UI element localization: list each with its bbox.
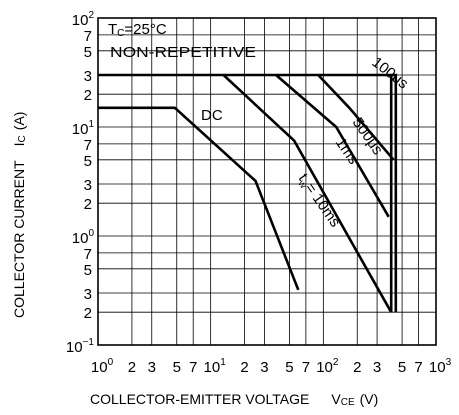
x-tick-label-5: 101 xyxy=(204,357,227,376)
y-tick-label-5: 100 xyxy=(72,228,95,247)
y-tick-label-12: 3 xyxy=(84,68,92,85)
curve-1 xyxy=(222,74,393,313)
y-tick-label-10: 101 xyxy=(72,119,95,138)
x-tick-labels: 100 2 3 5 7 101 2 3 5 7 102 2 3 5 7 103 xyxy=(91,357,452,376)
y-tick-label-8: 5 xyxy=(84,153,92,170)
y-tick-label-13: 5 xyxy=(84,44,92,61)
x-tick-label-12: 3 xyxy=(373,359,381,376)
x-tick-label-11: 2 xyxy=(353,359,361,376)
condition-non-repetitive: NON-REPETITIVE xyxy=(110,44,256,61)
label-dc: DC xyxy=(201,107,223,124)
x-tick-label-9: 7 xyxy=(302,359,310,376)
y-tick-label-15: 102 xyxy=(72,10,95,29)
x-tick-label-14: 7 xyxy=(414,359,422,376)
x-tick-label-6: 2 xyxy=(240,359,248,376)
x-tick-label-1: 2 xyxy=(128,359,136,376)
x-tick-label-7: 3 xyxy=(260,359,268,376)
y-tick-label-11: 2 xyxy=(84,87,92,104)
y-axis-title: COLLECTOR CURRENTIC(A) xyxy=(11,112,28,318)
x-tick-label-3: 5 xyxy=(173,359,181,376)
x-axis-title: COLLECTOR-EMITTER VOLTAGE VCE (V) xyxy=(90,391,378,408)
x-tick-label-4: 7 xyxy=(189,359,197,376)
condition-temperature: TC=25°C xyxy=(108,21,167,39)
y-tick-label-1: 2 xyxy=(84,305,92,322)
curve-2 xyxy=(275,74,390,218)
x-tick-label-2: 3 xyxy=(148,359,156,376)
curve-4 xyxy=(98,73,398,313)
y-tick-label-6: 2 xyxy=(84,196,92,213)
y-tick-label-3: 5 xyxy=(84,262,92,279)
plot-frame xyxy=(97,17,437,346)
x-tick-label-8: 5 xyxy=(285,359,293,376)
label-10ms: tw= 10ms xyxy=(293,171,344,232)
y-tick-label-14: 7 xyxy=(84,28,92,45)
y-tick-label-2: 3 xyxy=(84,286,92,303)
y-tick-label-4: 7 xyxy=(84,246,92,263)
x-tick-label-10: 102 xyxy=(316,357,339,376)
x-tick-label-0: 100 xyxy=(91,357,114,376)
y-tick-label-0: 10−1 xyxy=(66,337,95,356)
y-tick-label-9: 7 xyxy=(84,137,92,154)
x-tick-label-15: 103 xyxy=(429,357,452,376)
curve-0 xyxy=(98,106,300,291)
x-tick-label-13: 5 xyxy=(398,359,406,376)
curves xyxy=(98,73,398,313)
y-tick-label-7: 3 xyxy=(84,177,92,194)
curve-3 xyxy=(317,74,395,161)
